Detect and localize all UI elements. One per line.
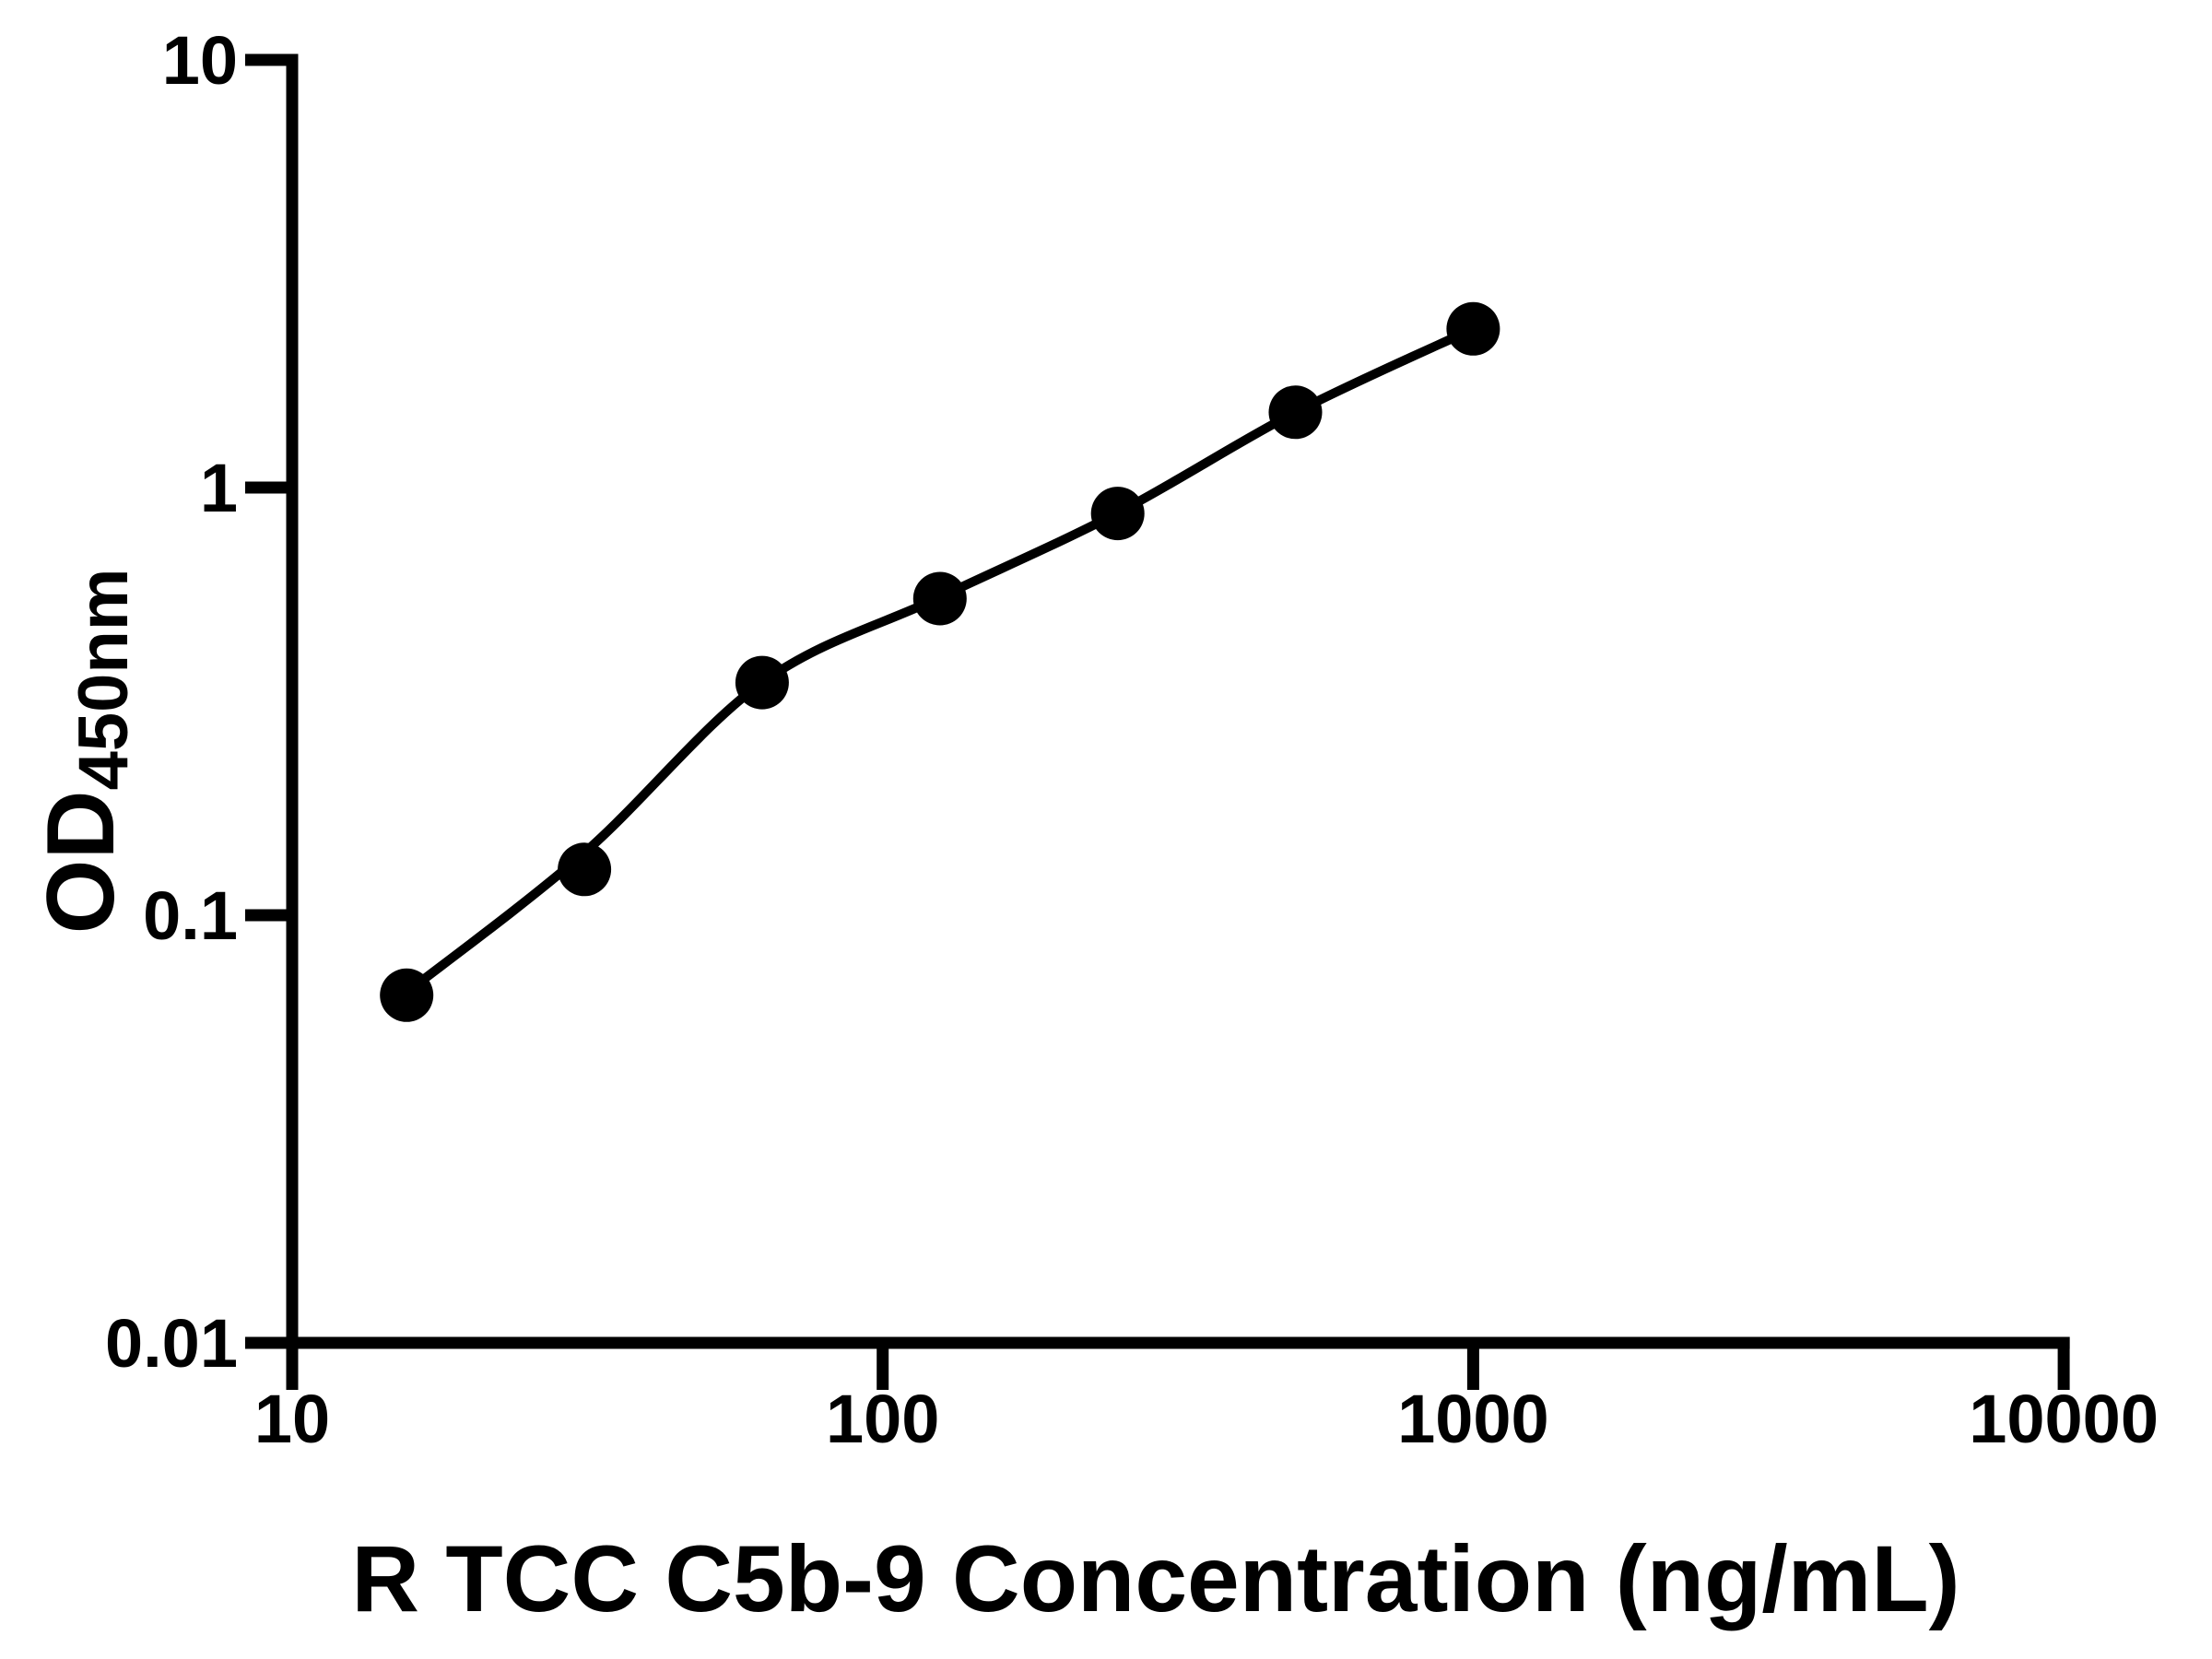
x-tick-label: 10 [254, 1381, 330, 1457]
data-point [558, 842, 612, 897]
y-tick-label: 1 [200, 450, 238, 526]
x-tick-label: 100 [826, 1381, 939, 1457]
data-point [1090, 487, 1145, 541]
data-point [1446, 301, 1500, 356]
data-point [1268, 385, 1323, 440]
x-axis-title: R TCC C5b-9 Concentration (ng/mL) [351, 1526, 1960, 1631]
x-tick-label: 1000 [1397, 1381, 1549, 1457]
y-axis-title: OD450nm [28, 569, 143, 935]
data-point [380, 968, 434, 1022]
x-tick-label: 10000 [1969, 1381, 2159, 1457]
y-tick-label: 0.01 [105, 1305, 238, 1382]
y-tick-label: 10 [162, 22, 238, 99]
y-axis-title-subscript: 450nm [65, 568, 143, 791]
data-point [912, 571, 967, 626]
y-tick-label: 0.1 [143, 877, 238, 954]
y-axis-title-main: OD [28, 790, 135, 935]
data-point [735, 655, 789, 710]
